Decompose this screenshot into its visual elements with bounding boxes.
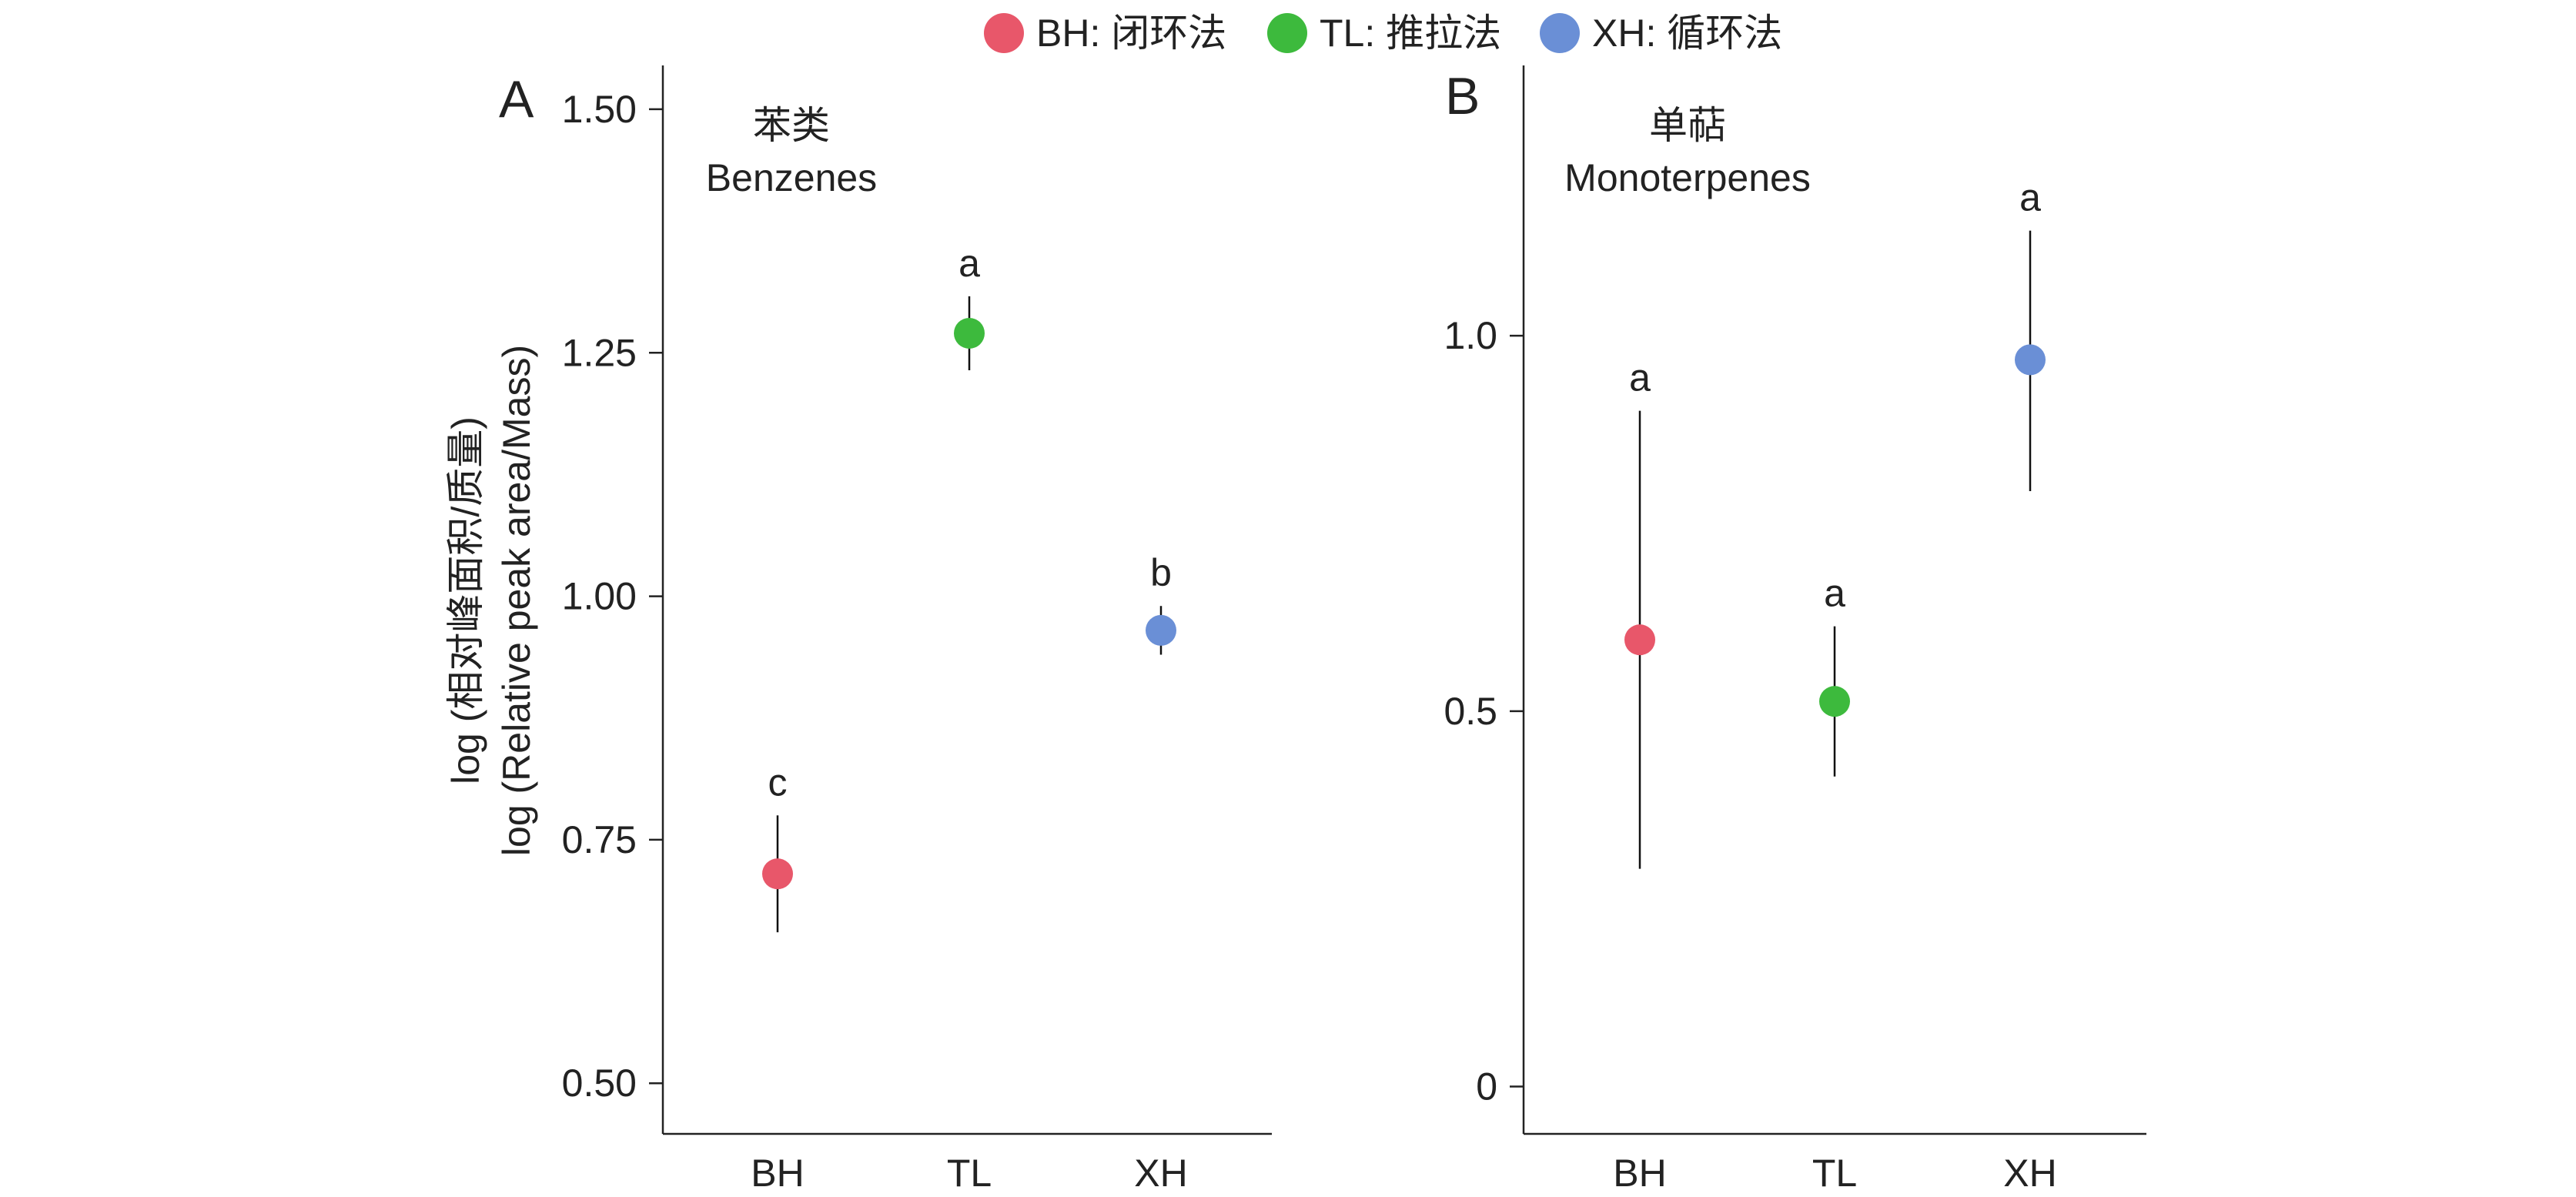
panel-a-sig-label-0: c: [768, 761, 788, 804]
panel-a-y-tick-label-0: 0.50: [562, 1062, 637, 1105]
panel-a-sig-label-1: a: [958, 242, 980, 285]
panel-a-letter: A: [499, 70, 534, 129]
panel-b-y-ticks: 0 0.5 1.0: [1444, 314, 1524, 1108]
panel-b-title-cn: 单萜: [1649, 104, 1726, 147]
panel-a-categories: BH TL XH: [751, 1152, 1187, 1195]
panel-a-x-label-1: TL: [947, 1152, 992, 1195]
legend-label-xh: XH: 循环法: [1592, 12, 1782, 55]
panel-b-sig-label-0: a: [1629, 356, 1651, 400]
legend-marker-xh: [1540, 13, 1580, 53]
panel-a-y-tick-label-1: 0.75: [562, 818, 637, 861]
panel-b-y-tick-label-1: 0.5: [1444, 690, 1497, 733]
panel-a-title-en: Benzenes: [706, 156, 877, 199]
y-axis-title: log (相对峰面积/质量) log (Relative peak area/M…: [444, 345, 538, 856]
panel-b: B 单萜 Monoterpenes 0 0.5 1.0 BH TL XH a a: [1444, 65, 2146, 1195]
legend-marker-bh: [984, 13, 1024, 53]
panel-a-x-label-0: BH: [751, 1152, 804, 1195]
legend: BH: 闭环法 TL: 推拉法 XH: 循环法: [984, 12, 1782, 55]
panel-a: A 苯类 Benzenes 0.50 0.75 1.00 1.25 1.50 B…: [499, 65, 1272, 1195]
panel-b-y-tick-label-0: 0: [1476, 1065, 1497, 1108]
panel-b-point-1: [1819, 686, 1850, 717]
panel-b-x-label-0: BH: [1613, 1152, 1666, 1195]
panel-b-points: a a a: [1624, 176, 2046, 869]
panel-b-letter: B: [1445, 67, 1480, 125]
legend-marker-tl: [1267, 13, 1307, 53]
panel-b-point-0: [1624, 624, 1655, 656]
panel-b-y-tick-label-2: 1.0: [1444, 314, 1497, 357]
panel-b-x-label-1: TL: [1812, 1152, 1857, 1195]
panel-a-y-tick-label-4: 1.50: [562, 88, 637, 131]
panel-a-points: c a b: [762, 242, 1176, 933]
panel-b-x-label-2: XH: [2003, 1152, 2056, 1195]
panel-a-x-label-2: XH: [1134, 1152, 1187, 1195]
panel-b-title-en: Monoterpenes: [1564, 156, 1811, 199]
panel-a-point-2: [1146, 614, 1176, 646]
panel-a-point-0: [762, 858, 793, 890]
panel-b-categories: BH TL XH: [1613, 1152, 2056, 1195]
panel-a-point-1: [954, 317, 985, 349]
panel-a-sig-label-2: b: [1150, 551, 1172, 594]
panel-b-sig-label-1: a: [1824, 572, 1845, 615]
panel-a-y-tick-label-3: 1.25: [562, 331, 637, 374]
panel-a-title-cn: 苯类: [753, 104, 830, 147]
y-axis-title-cn: log (相对峰面积/质量): [444, 416, 487, 784]
panel-a-y-tick-label-2: 1.00: [562, 575, 637, 618]
panel-a-y-ticks: 0.50 0.75 1.00 1.25 1.50: [562, 88, 663, 1105]
legend-label-bh: BH: 闭环法: [1036, 12, 1226, 55]
panel-b-point-2: [2015, 344, 2046, 376]
y-axis-title-en: log (Relative peak area/Mass): [495, 345, 538, 856]
panel-b-sig-label-2: a: [2019, 176, 2041, 219]
legend-label-tl: TL: 推拉法: [1320, 12, 1501, 55]
